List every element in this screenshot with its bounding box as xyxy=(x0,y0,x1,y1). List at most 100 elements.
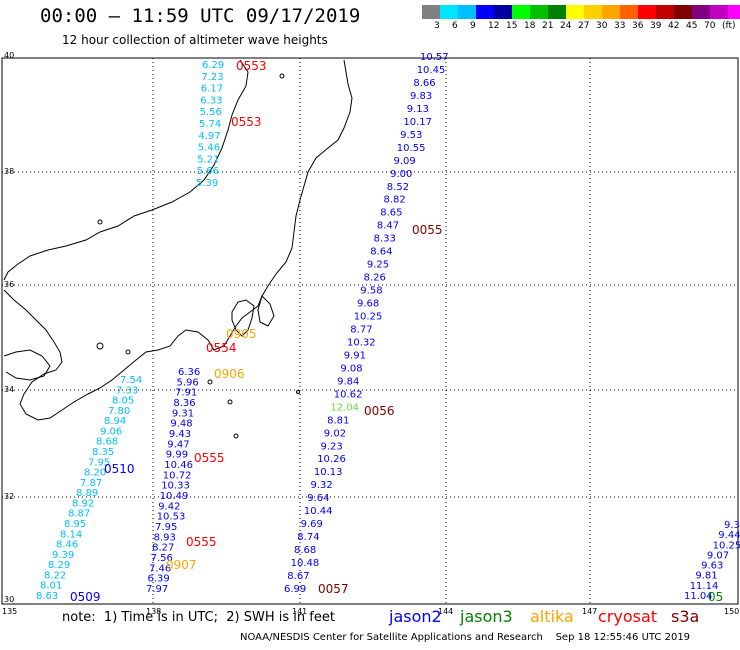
color-scale-label: 3 xyxy=(434,21,440,31)
color-swatch xyxy=(728,5,740,19)
color-swatch xyxy=(494,5,512,19)
wave-height-value: 8.01 xyxy=(40,581,62,592)
wave-height-value: 8.33 xyxy=(374,234,396,245)
satellite-legend-item: s3a xyxy=(671,607,700,626)
lat-label: 40 xyxy=(4,51,14,60)
coastline-izu xyxy=(231,299,255,337)
color-swatch xyxy=(422,5,440,19)
wave-height-value: 9.84 xyxy=(337,376,359,387)
wave-height-value: 10.26 xyxy=(317,454,346,465)
wave-height-value: 11.14 xyxy=(690,581,719,592)
wave-height-value: 8.20 xyxy=(84,468,106,479)
wave-height-value: 9.63 xyxy=(701,561,723,572)
color-scale-label: 27 xyxy=(578,21,590,31)
wave-height-value: 9.64 xyxy=(307,493,329,504)
color-scale-label: 21 xyxy=(542,21,554,31)
wave-height-value: 9.43 xyxy=(169,429,191,440)
lon-label: 135 xyxy=(2,607,17,616)
color-scale-label: 9 xyxy=(470,21,476,31)
wave-height-value: 7.54 xyxy=(120,375,142,386)
color-scale-label: 12 xyxy=(488,21,500,31)
wave-height-value: 7.95 xyxy=(155,522,177,533)
color-swatch xyxy=(620,5,638,19)
lon-label: 138 xyxy=(146,607,161,616)
wave-height-value: 8.82 xyxy=(384,195,406,206)
color-scale-label: 70 xyxy=(704,21,716,31)
wave-height-value: 10.32 xyxy=(347,338,376,349)
wave-height-value: 10.53 xyxy=(157,512,186,523)
color-scale-label: 15 xyxy=(506,21,518,31)
lat-label: 34 xyxy=(4,385,14,394)
wave-height-value: 7.87 xyxy=(80,478,102,489)
coastline-boso xyxy=(257,295,275,327)
wave-height-value: 8.65 xyxy=(380,208,402,219)
wave-height-value: 9.06 xyxy=(100,426,122,437)
color-scale-label: 6 xyxy=(452,21,458,31)
wave-height-value: 9.99 xyxy=(166,450,188,461)
footer-credit: NOAA/NESDIS Center for Satellite Applica… xyxy=(240,632,691,643)
wave-height-value: 9.53 xyxy=(400,130,422,141)
color-swatch xyxy=(674,5,692,19)
color-swatch xyxy=(512,5,530,19)
wave-height-value: 9.08 xyxy=(340,363,362,374)
color-swatch xyxy=(584,5,602,19)
wave-height-value: 8.29 xyxy=(48,560,70,571)
wave-height-value: 8.66 xyxy=(413,78,435,89)
wave-height-value: 10.25 xyxy=(713,540,740,551)
color-scale-label: 36 xyxy=(632,21,644,31)
wave-height-value: 10.62 xyxy=(334,389,363,400)
wave-height-value: 8.14 xyxy=(60,529,82,540)
wave-height-value: 8.05 xyxy=(112,396,134,407)
wave-height-value: 9.58 xyxy=(360,286,382,297)
altimeter-tracks: 6.297.236.176.335.565.744.975.465.215.66… xyxy=(36,52,740,602)
pass-time-label: 0907 xyxy=(166,558,197,572)
lon-labels: 135 138 141 144 147 150 xyxy=(2,607,739,616)
wave-height-value: 8.74 xyxy=(297,532,319,543)
wave-height-value: 8.92 xyxy=(72,498,94,509)
wave-height-value: 9.00 xyxy=(390,169,412,180)
wave-height-value: 10.25 xyxy=(354,312,383,323)
wave-height-value: 9.09 xyxy=(394,156,416,167)
wave-height-value: 8.81 xyxy=(327,415,349,426)
color-scale-label: 18 xyxy=(524,21,536,31)
wave-height-value: 5.39 xyxy=(196,178,218,189)
wave-height-value: 7.33 xyxy=(116,385,138,396)
wave-height-value: 10.57 xyxy=(420,52,449,63)
wave-height-value: 9.83 xyxy=(410,91,432,102)
wave-height-value: 9.23 xyxy=(321,441,343,452)
wave-height-value: 7.97 xyxy=(146,584,168,595)
color-swatch xyxy=(710,5,728,19)
wave-height-value: 9.44 xyxy=(718,530,740,541)
color-scale xyxy=(422,5,740,19)
wave-height-value: 7.80 xyxy=(108,406,130,417)
wave-height-value: 10.45 xyxy=(417,65,446,76)
wave-height-value: 8.35 xyxy=(92,447,114,458)
wave-height-value: 5.56 xyxy=(200,107,222,118)
coastline-honshu xyxy=(3,59,353,421)
lon-label: 147 xyxy=(582,607,597,616)
lon-label: 141 xyxy=(292,607,307,616)
wave-height-value: 5.21 xyxy=(197,154,219,165)
pass-time-label: 0057 xyxy=(318,582,349,596)
pass-time-label: 0553 xyxy=(231,115,262,129)
wave-height-value: 6.99 xyxy=(284,584,306,595)
wave-height-value: 8.77 xyxy=(350,325,372,336)
lat-label: 38 xyxy=(4,167,14,176)
color-swatch xyxy=(656,5,674,19)
color-swatch xyxy=(476,5,494,19)
wave-height-value: 9.91 xyxy=(344,350,366,361)
wave-height-value: 8.63 xyxy=(36,591,58,602)
wave-height-value: 9.69 xyxy=(301,519,323,530)
wave-height-value: 8.87 xyxy=(68,509,90,520)
color-swatch xyxy=(440,5,458,19)
color-swatch xyxy=(638,5,656,19)
wave-height-value: 5.66 xyxy=(197,166,219,177)
wave-height-value: 12.04 xyxy=(330,402,359,413)
color-scale-label: 39 xyxy=(650,21,662,31)
wave-height-value: 10.44 xyxy=(304,506,333,517)
pass-time-label: 0056 xyxy=(364,404,395,418)
wave-height-value: 5.74 xyxy=(199,119,221,130)
wave-height-value: 8.89 xyxy=(76,488,98,499)
